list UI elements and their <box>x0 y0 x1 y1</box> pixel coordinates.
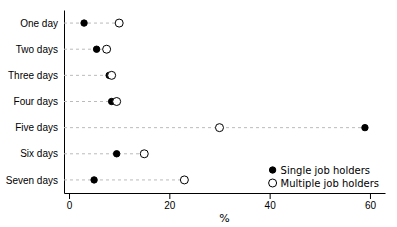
y-tick: Five days <box>15 122 58 133</box>
x-tick-mark <box>169 193 170 199</box>
dot <box>140 150 148 158</box>
y-tick: Two days <box>16 44 58 55</box>
chart: 0 20 40 60 One day Two days Three days Four day… <box>0 0 397 227</box>
legend-item: Multiple job holders <box>269 178 379 189</box>
guide-line <box>64 127 365 128</box>
x-tick: 60 <box>365 193 377 211</box>
y-tick-label: Three days <box>8 70 58 81</box>
y-tick: One day <box>20 18 58 29</box>
x-tick-label: 60 <box>365 200 377 211</box>
y-tick: Six days <box>20 148 58 159</box>
legend-label: Multiple job holders <box>281 178 379 189</box>
y-tick: Seven days <box>6 175 58 186</box>
dot <box>113 98 121 106</box>
legend-label: Single job holders <box>281 165 370 176</box>
legend-swatch <box>269 167 275 173</box>
x-tick-label: 40 <box>265 200 277 211</box>
y-tick-label: One day <box>20 18 58 29</box>
legend-swatch <box>269 179 277 187</box>
plot: 0 20 40 60 One day Two days Three days Four day… <box>6 11 386 226</box>
y-tick-label: Two days <box>16 44 58 55</box>
dot <box>93 46 99 52</box>
x-tick-label: 0 <box>67 200 73 211</box>
legend-item: Single job holders <box>269 165 370 176</box>
guide-line <box>64 23 119 24</box>
x-tick-label: 20 <box>164 200 176 211</box>
guide-line <box>64 75 112 76</box>
y-tick-label: Five days <box>15 122 58 133</box>
dot <box>180 176 188 184</box>
x-tick-mark <box>69 193 70 199</box>
x-axis: 0 20 40 60 <box>65 193 386 211</box>
x-tick: 40 <box>265 193 277 211</box>
x-tick: 0 <box>67 193 73 211</box>
y-tick-label: Four days <box>14 96 58 107</box>
y-tick: Four days <box>14 96 58 107</box>
dot <box>362 124 368 130</box>
marks <box>64 19 368 184</box>
dot <box>108 71 116 79</box>
y-tick: Three days <box>8 70 58 81</box>
dot <box>115 19 123 27</box>
guide-line <box>64 179 184 180</box>
dot <box>113 151 119 157</box>
y-tick-label: Six days <box>20 148 58 159</box>
x-axis-line <box>65 193 386 194</box>
legend: Single job holders Multiple job holders <box>269 165 379 189</box>
guide-line <box>64 153 144 154</box>
dot <box>81 20 87 26</box>
dot <box>103 45 111 53</box>
y-axis: One day Two days Three days Four days Five d… <box>6 11 65 194</box>
dot <box>91 177 97 183</box>
x-tick-mark <box>270 193 271 199</box>
y-tick-label: Seven days <box>6 175 58 186</box>
x-axis-title: % <box>219 212 229 225</box>
x-tick-mark <box>370 193 371 199</box>
dot <box>215 124 223 132</box>
x-tick: 20 <box>164 193 176 211</box>
